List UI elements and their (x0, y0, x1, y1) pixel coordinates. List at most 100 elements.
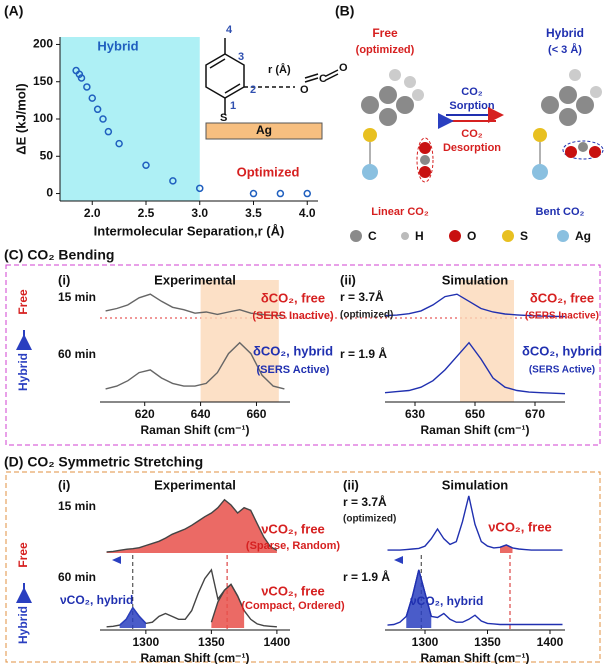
y-tick-label: 200 (33, 37, 53, 51)
x-tick-label: 1350 (474, 635, 501, 649)
point (277, 191, 283, 197)
x-tick-label: 1300 (412, 635, 439, 649)
x-tick-label: 3.0 (191, 206, 208, 220)
atom-legend: C H O S Ag (350, 229, 591, 243)
legend-label: S (520, 229, 528, 243)
molecule-hybrid (532, 69, 603, 180)
x-tick-label: 620 (135, 407, 155, 421)
panel-label: (i) (58, 477, 70, 492)
process-label: Sorption (449, 100, 494, 112)
series-label: r = 3.7Å (343, 494, 387, 509)
highlight-region (60, 37, 200, 201)
position-label: 2 (250, 84, 256, 96)
annotation: δCO₂, free (530, 290, 594, 305)
panel-label: (C) CO₂ Bending (4, 247, 114, 263)
series-label: r = 1.9 Å (340, 346, 387, 361)
molecule-caption: Bent CO₂ (536, 206, 585, 218)
x-tick-label: 670 (525, 407, 545, 421)
atom-label: C (319, 73, 327, 85)
point (304, 191, 310, 197)
x-tick-label: 4.0 (299, 206, 316, 220)
process-label: CO₂ (461, 86, 483, 98)
molecule-caption: Linear CO₂ (371, 206, 429, 218)
x-tick-label: 1400 (537, 635, 564, 649)
state-label: (< 3 Å) (548, 43, 582, 56)
panel-label: (ii) (340, 272, 356, 287)
annotation: δCO₂, hybrid (522, 343, 602, 358)
annotation: (SERS Inactive) (525, 311, 599, 322)
x-tick-label: 2.5 (138, 206, 155, 220)
position-label: 4 (226, 24, 233, 36)
state-label: Free (372, 26, 398, 40)
arrowhead (394, 556, 403, 564)
series-label: r = 3.7Å (340, 289, 384, 304)
panel-label: (ii) (343, 477, 359, 492)
annotation: νCO₂, hybrid (410, 594, 483, 608)
side-hybrid: Hybrid (16, 353, 30, 391)
position-label: 1 (230, 100, 236, 112)
chart-title: Simulation (442, 272, 509, 287)
chart-title: Simulation (442, 477, 509, 492)
y-tick-label: 150 (33, 74, 53, 88)
x-tick-label: 1350 (198, 635, 225, 649)
chart-title: Experimental (154, 272, 236, 287)
x-tick-label: 660 (246, 407, 266, 421)
state-label: Hybrid (546, 26, 584, 40)
x-axis-label: Raman Shift (cm⁻¹) (140, 423, 249, 437)
y-tick-label: 100 (33, 111, 53, 125)
y-axis-label: ΔE (kJ/mol) (13, 83, 28, 154)
figure: (A) (B) (C) CO₂ Bending (D) CO₂ Symmetri… (0, 0, 605, 664)
x-tick-label: 1300 (133, 635, 160, 649)
y-tick-label: 50 (40, 148, 54, 162)
series-label: r = 1.9 Å (343, 569, 390, 584)
highlight-region (460, 280, 514, 402)
annotation: (optimized) (340, 310, 393, 321)
state-label: (optimized) (356, 44, 415, 56)
x-tick-label: 640 (191, 407, 211, 421)
process-label: Desorption (443, 142, 501, 154)
annotation: νCO₂, hybrid (60, 593, 133, 607)
annotation: (optimized) (343, 514, 396, 525)
legend-label: O (467, 229, 476, 243)
x-tick-label: 3.5 (245, 206, 262, 220)
series-label: 60 min (58, 347, 96, 361)
annotation: Optimized (237, 164, 300, 179)
legend-label: H (415, 229, 424, 243)
annotation: νCO₂, free (261, 521, 325, 536)
annotation: Hybrid (97, 38, 138, 53)
area (120, 608, 146, 628)
annotation: (SERS Active) (257, 364, 330, 376)
molecule-free (361, 69, 433, 182)
annotation: νCO₂, free (261, 583, 325, 598)
side-free: Free (16, 542, 30, 568)
x-tick-label: 630 (405, 407, 425, 421)
annotation: νCO₂, free (488, 519, 552, 534)
legend-label: Ag (575, 229, 591, 243)
legend-label: C (368, 229, 377, 243)
y-tick-label: 0 (46, 186, 53, 200)
arrowhead (112, 556, 121, 564)
x-axis-label: Raman Shift (cm⁻¹) (420, 651, 529, 664)
x-axis-label: Raman Shift (cm⁻¹) (420, 423, 529, 437)
panel-label: (i) (58, 272, 70, 287)
annotation: (Compact, Ordered) (241, 600, 345, 612)
position-label: 3 (238, 51, 244, 63)
x-tick-label: 2.0 (84, 206, 101, 220)
x-axis-label: Intermolecular Separation,r (Å) (94, 223, 285, 238)
atom-label: O (300, 84, 309, 96)
point (251, 191, 257, 197)
atom-label: O (339, 62, 348, 74)
slab-label: Ag (256, 123, 272, 137)
series-label: 60 min (58, 570, 96, 584)
panel-label: (A) (4, 3, 23, 19)
series-label: 15 min (58, 499, 96, 513)
x-tick-label: 650 (465, 407, 485, 421)
annotation: (SERS Active) (529, 365, 595, 376)
annotation: (SERS Inactive) (252, 310, 334, 322)
panel-b: Free (optimized) Hybrid (< 3 Å) CO₂ Sorp… (350, 26, 603, 243)
annotation: (Sparse, Random) (246, 540, 340, 552)
x-tick-label: 1400 (264, 635, 291, 649)
side-hybrid: Hybrid (16, 606, 30, 644)
annotation: δCO₂, free (261, 290, 325, 305)
series-label: 15 min (58, 290, 96, 304)
